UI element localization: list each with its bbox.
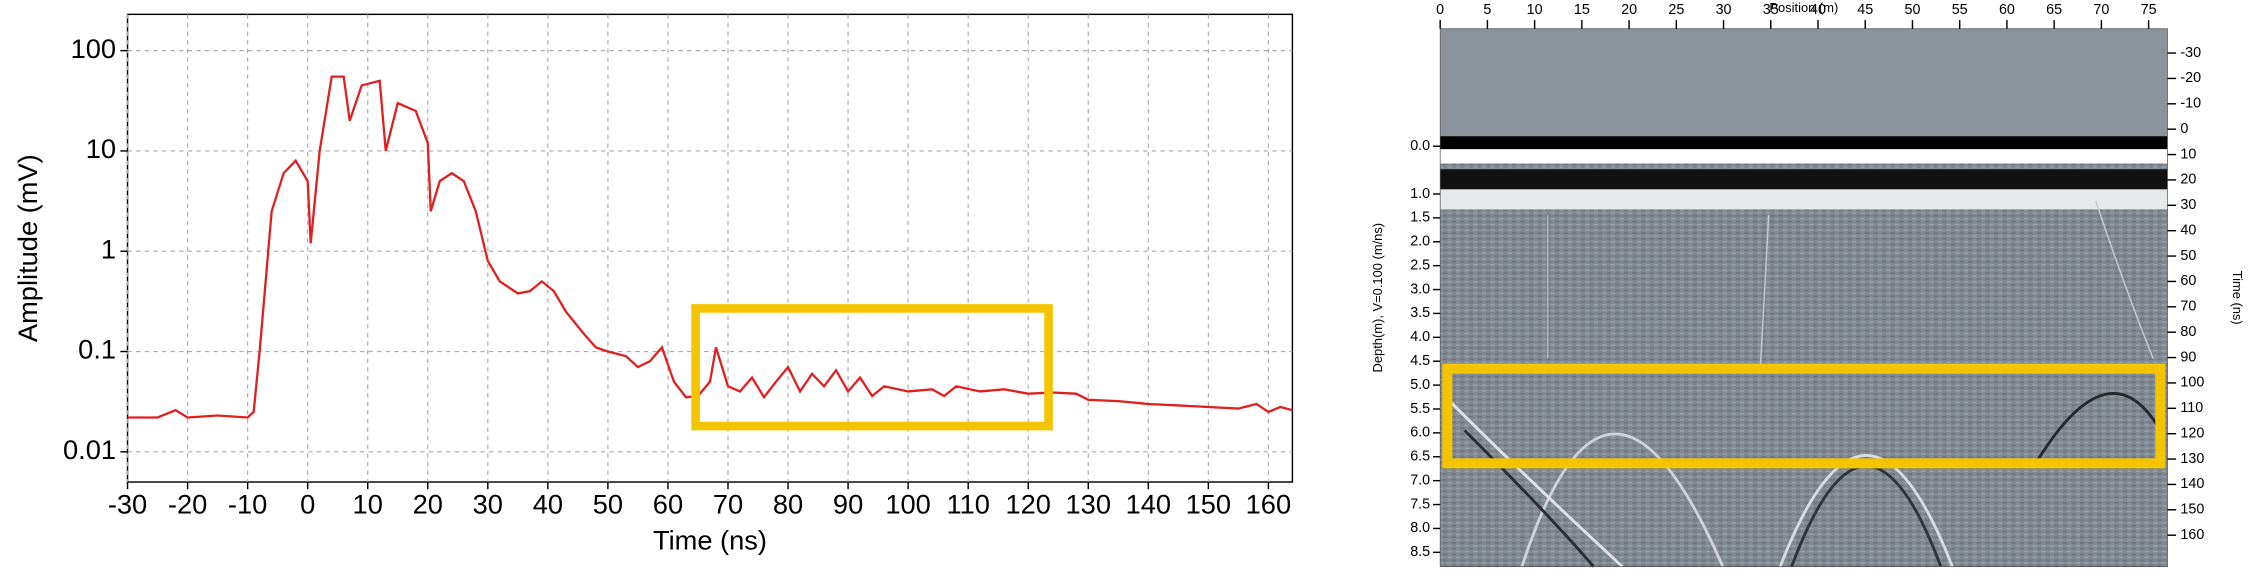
x-tick-label: 70 xyxy=(713,489,743,520)
y-tick-label: 1.0 xyxy=(1410,186,1430,202)
x-tick-label: -20 xyxy=(168,489,207,520)
y2-tick-label: 160 xyxy=(2180,527,2204,543)
x-tick-label: 80 xyxy=(773,489,803,520)
y-tick-label: 6.5 xyxy=(1410,449,1430,465)
x-tick-label: 130 xyxy=(1066,489,1111,520)
y2-tick-label: 80 xyxy=(2180,324,2196,340)
y-tick-label: 0.0 xyxy=(1410,138,1430,154)
x-tick-label: 110 xyxy=(946,489,989,520)
y-tick-label: 5.5 xyxy=(1410,401,1430,417)
y-tick-label: 8.0 xyxy=(1410,520,1430,536)
band xyxy=(1440,136,2168,150)
x-tick-label: 20 xyxy=(413,489,443,520)
x-tick-label: 30 xyxy=(473,489,503,520)
x-tick-label: 120 xyxy=(1005,489,1050,520)
x-tick-label: 15 xyxy=(1574,2,1590,18)
x-tick-label: 30 xyxy=(1716,2,1732,18)
x-tick-label: 50 xyxy=(593,489,623,520)
x-tick-label: 40 xyxy=(1810,2,1826,18)
x-axis-label: Position (m) xyxy=(1769,0,1838,15)
air-zone xyxy=(1440,28,2168,137)
y2-tick-label: 30 xyxy=(2180,197,2196,213)
y-tick-label: 3.0 xyxy=(1410,281,1430,297)
y2-tick-label: 40 xyxy=(2180,222,2196,238)
y-tick-label: 3.5 xyxy=(1410,305,1430,321)
x-tick-label: 50 xyxy=(1904,2,1920,18)
y2-tick-label: 140 xyxy=(2180,476,2204,492)
y-tick-label: 7.0 xyxy=(1410,472,1430,488)
x-tick-label: 140 xyxy=(1126,489,1171,520)
y-tick-label: 1.5 xyxy=(1410,210,1430,226)
y-axis-label: Amplitude (mV) xyxy=(12,154,43,342)
y2-tick-label: 10 xyxy=(2180,146,2196,162)
y-tick-label: 1 xyxy=(101,233,116,264)
y-tick-label: 10 xyxy=(86,133,116,164)
plot-frame xyxy=(126,13,1294,483)
y2-axis-label: Time (ns) xyxy=(2230,271,2245,325)
y2-tick-label: -10 xyxy=(2180,96,2201,112)
y-tick-label: 0.1 xyxy=(78,334,116,365)
band xyxy=(1440,169,2168,190)
x-tick-label: 150 xyxy=(1186,489,1231,520)
image-frame xyxy=(1439,28,2168,568)
x-tick-label: 35 xyxy=(1763,2,1779,18)
y-tick-label: 4.5 xyxy=(1410,353,1430,369)
x-tick-label: 25 xyxy=(1668,2,1684,18)
x-tick-label: 90 xyxy=(833,489,863,520)
x-tick-label: -10 xyxy=(228,489,267,520)
y2-tick-label: 60 xyxy=(2180,273,2196,289)
y2-tick-label: 130 xyxy=(2180,451,2204,467)
y-tick-label: 5.0 xyxy=(1410,377,1430,393)
y-tick-label: 100 xyxy=(71,33,116,64)
y2-tick-label: -20 xyxy=(2180,70,2201,86)
y2-tick-label: 70 xyxy=(2180,299,2196,315)
y-tick-label: 0.01 xyxy=(63,434,116,465)
x-tick-label: 60 xyxy=(1999,2,2015,18)
y2-tick-label: 20 xyxy=(2180,172,2196,188)
y-tick-label: 8.5 xyxy=(1410,544,1430,560)
x-tick-label: 65 xyxy=(2046,2,2062,18)
y2-tick-label: 120 xyxy=(2180,425,2204,441)
x-tick-label: 0 xyxy=(300,489,315,520)
band xyxy=(1440,189,2168,210)
x-tick-label: 10 xyxy=(353,489,383,520)
y-tick-label: 6.0 xyxy=(1410,425,1430,441)
amplitude-chart: -30 -20 -10 0 10 20 30 40 50 60 70 80 90 100 110 120 130… xyxy=(12,13,1294,555)
y-tick-label: 2.0 xyxy=(1410,234,1430,250)
y2-tick-label: 110 xyxy=(2180,400,2203,416)
y2-tick-label: 100 xyxy=(2180,375,2204,391)
highlight-box xyxy=(691,304,1053,431)
highlight-box xyxy=(1442,363,2166,469)
y-tick-label: 4.0 xyxy=(1410,329,1430,345)
x-tick-label: 55 xyxy=(1952,2,1968,18)
x-tick-label: 40 xyxy=(533,489,563,520)
x-tick-label: 75 xyxy=(2141,2,2157,18)
x-tick-label: 70 xyxy=(2093,2,2109,18)
y2-tick-label: 50 xyxy=(2180,248,2196,264)
x-tick-label: 0 xyxy=(1436,2,1444,18)
y2-tick-label: 90 xyxy=(2180,349,2196,365)
x-axis-label: Time (ns) xyxy=(653,524,767,555)
x-tick-label: 10 xyxy=(1527,2,1543,18)
x-tick-label: 160 xyxy=(1246,489,1291,520)
x-tick-label: 5 xyxy=(1483,2,1491,18)
x-tick-label: 60 xyxy=(653,489,683,520)
x-tick-label: 100 xyxy=(885,489,930,520)
y2-tick-label: 0 xyxy=(2180,121,2188,137)
x-tick-label: 45 xyxy=(1857,2,1873,18)
y2-tick-label: 150 xyxy=(2180,502,2204,518)
x-tick-label: -30 xyxy=(108,489,147,520)
band xyxy=(1440,149,2168,164)
y-axis-label: Depth(m), V=0.100 (m/ns) xyxy=(1370,223,1385,373)
y-tick-label: 7.5 xyxy=(1410,496,1430,512)
y-tick-label: 2.5 xyxy=(1410,257,1430,273)
data-line xyxy=(127,75,1293,419)
x-tick-label: 20 xyxy=(1621,2,1637,18)
radargram-chart: 0 5 10 15 20 25 30 35 40 45 50 55 60 65 70 75 0.0 1.0 1.5 2… xyxy=(1370,0,2245,568)
y2-tick-label: -30 xyxy=(2180,45,2201,61)
